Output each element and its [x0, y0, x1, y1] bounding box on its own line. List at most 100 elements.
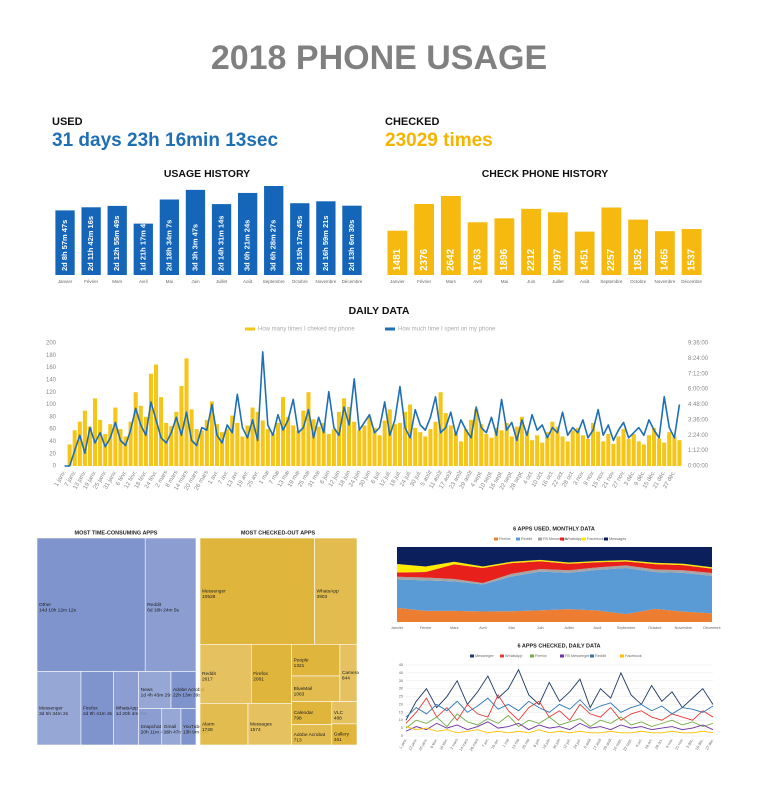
x-tick-label: Août — [594, 626, 603, 630]
treemap-value: 13h 9m 36s — [183, 730, 209, 736]
y-tick-label: 200 — [46, 341, 57, 347]
legend-label: Messages — [609, 537, 626, 541]
bar — [467, 222, 488, 275]
bar — [596, 431, 601, 466]
treemap-value: 1574 — [250, 727, 261, 733]
legend-swatch — [516, 537, 520, 541]
area — [397, 568, 712, 615]
x-tick-label: Mai — [508, 626, 514, 630]
treemap-label: Reddit — [202, 671, 217, 677]
bar — [681, 229, 702, 275]
y2-tick-label: 6:00:00 — [688, 387, 709, 393]
treemap-value: 798 — [294, 716, 302, 722]
bar — [489, 437, 494, 466]
chart-title: 6 APPS USED, MONTHLY DATA — [513, 526, 595, 532]
legend-label: FB Messenger — [565, 654, 590, 658]
bar — [413, 427, 418, 466]
x-tick-label: Juin — [191, 279, 200, 284]
bar — [214, 424, 220, 466]
bar — [545, 432, 550, 466]
bar — [403, 411, 408, 466]
bar-value-label: 2097 — [553, 248, 564, 271]
legend-label: Reddit — [521, 537, 533, 541]
bar — [138, 405, 143, 466]
x-tick-label: 4 oct. — [635, 738, 643, 748]
treemap-label: YouTube — [183, 724, 202, 730]
treemap-tile — [36, 537, 146, 672]
bar — [113, 407, 118, 466]
bar — [547, 212, 568, 275]
bar — [220, 432, 225, 466]
legend-label: Messenger — [475, 654, 495, 658]
line — [405, 721, 714, 732]
x-tick-label: 28 oct. — [654, 738, 663, 750]
bar — [469, 419, 474, 466]
bar — [519, 416, 524, 466]
treemap-label: WhatsApp — [317, 588, 339, 594]
treemap-value: 3d 5h 34m 2s — [39, 711, 69, 717]
bar — [521, 208, 542, 275]
bar — [286, 416, 291, 466]
x-tick-label: 27 déc. — [705, 738, 715, 751]
bar — [423, 436, 428, 466]
bar — [657, 438, 662, 466]
x-tick-label: Mars — [450, 626, 459, 630]
bar — [357, 430, 362, 466]
bar — [631, 434, 636, 466]
bar — [342, 398, 347, 466]
y-tick-label: 35 — [399, 679, 403, 683]
checked-label: CHECKED — [385, 116, 439, 128]
bar-value-label: 2642 — [446, 248, 457, 271]
x-tick-label: 25 mai — [521, 738, 530, 750]
bar — [352, 421, 357, 466]
legend-label: WhatsApp — [505, 654, 523, 658]
bar — [574, 231, 595, 275]
bar — [621, 429, 626, 466]
treemap-value: 713 — [294, 737, 302, 743]
y-tick-label: 60 — [49, 427, 56, 433]
bar — [453, 432, 458, 466]
bar — [316, 201, 336, 275]
treemap-value: 3903 — [317, 594, 328, 600]
bar — [264, 186, 284, 275]
bar-value-label: 1481 — [392, 248, 403, 271]
treemap-label: Messages — [250, 721, 272, 727]
x-tick-label: 1 mai — [502, 738, 510, 748]
x-tick-label: 29 août — [603, 737, 613, 751]
x-tick-label: Septembre — [600, 279, 623, 284]
y-tick-label: 20 — [49, 451, 56, 457]
legend-label: How much time I spent on my phone — [398, 327, 496, 333]
bar — [575, 427, 580, 466]
bar — [159, 397, 164, 466]
x-tick-label: 7 avr. — [481, 738, 489, 748]
bar — [290, 203, 310, 275]
area — [397, 561, 712, 583]
bar — [387, 230, 408, 275]
bar — [199, 430, 204, 466]
legend-swatch — [560, 654, 564, 658]
bar-value-label: 2d 11h 42m 16s — [86, 216, 95, 271]
x-tick-label: Février — [417, 279, 432, 284]
bar — [118, 429, 123, 466]
treemap-label: People — [294, 657, 309, 663]
bar — [93, 398, 98, 466]
x-tick-label: 9 nov. — [665, 738, 673, 749]
x-tick-label: Septembre — [617, 626, 636, 630]
x-tick-label: 13 mai — [511, 738, 520, 750]
bar — [331, 429, 336, 466]
y-tick-label: 15 — [399, 710, 403, 714]
bar — [662, 442, 667, 466]
treemap-value: 1d 20h 4m 45s — [116, 711, 148, 717]
bar — [601, 207, 622, 275]
treemap-tile — [36, 671, 82, 746]
bar — [540, 442, 545, 466]
bar — [108, 424, 113, 466]
bar — [235, 422, 240, 466]
x-tick-label: 16 oct. — [644, 738, 653, 750]
bar — [103, 434, 108, 466]
bar — [185, 189, 206, 275]
bar — [362, 425, 367, 466]
y-tick-label: 45 — [399, 663, 403, 667]
bar — [82, 410, 87, 466]
x-tick-label: Octobre — [648, 626, 662, 630]
